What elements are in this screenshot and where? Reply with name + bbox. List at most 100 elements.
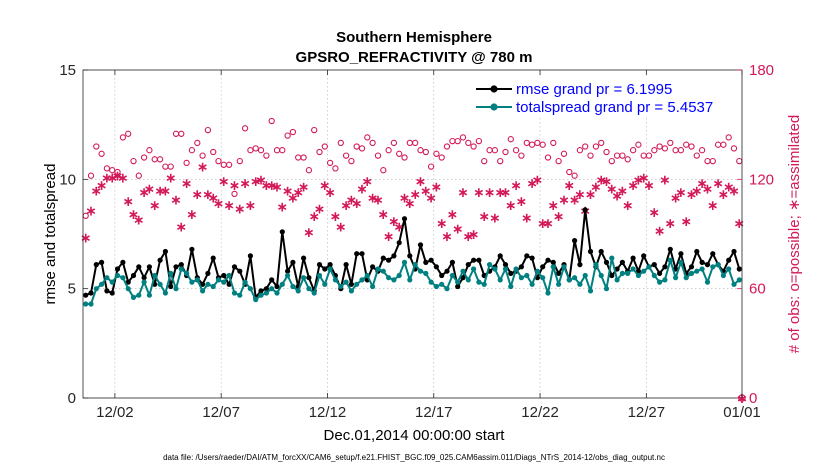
obs-assimilated-point: ∗: [404, 195, 416, 211]
totalspread-point: [93, 286, 99, 292]
obs-assimilated-point: ∗: [292, 184, 304, 200]
rmse-point: [200, 281, 206, 287]
obs-possible-point: [571, 172, 578, 179]
obs-possible-point: [720, 141, 727, 148]
rmse-point: [130, 272, 137, 279]
totalspread-point: [130, 294, 137, 300]
obs-assimilated-point: ∗: [361, 173, 373, 189]
totalspread-point: [99, 281, 105, 287]
rmse-point: [391, 253, 397, 259]
obs-possible-point: [465, 139, 472, 147]
totalspread-point: [242, 279, 248, 285]
totalspread-point: [492, 266, 498, 272]
obs-assimilated-point: ∗: [654, 222, 666, 238]
totalspread-point: [593, 262, 599, 268]
rmse-point: [146, 264, 152, 270]
totalspread-point: [274, 290, 280, 296]
totalspread-point: [439, 281, 445, 287]
obs-possible-point: [263, 152, 270, 159]
obs-possible-point: [178, 130, 185, 137]
totalspread-line: [85, 257, 740, 305]
obs-assimilated-point: ∗: [664, 215, 676, 231]
rmse-point: [290, 259, 296, 265]
obs-assimilated-point: ∗: [409, 186, 421, 202]
totalspread-point: [290, 283, 296, 290]
rmse-point: [343, 262, 349, 268]
obs-possible-point: [725, 134, 732, 141]
obs-assimilated-point: ∗: [680, 213, 692, 229]
rmse-point: [444, 268, 450, 274]
x-axis-label: Dec.01,2014 00:00:00 start: [324, 427, 506, 444]
totalspread-point: [168, 270, 174, 276]
obs-possible-point: [730, 145, 738, 152]
obs-assimilated-point: ∗: [175, 219, 187, 235]
obs-assimilated-point: ∗: [521, 210, 533, 226]
rmse-point: [316, 262, 323, 268]
rmse-point: [657, 270, 663, 276]
obs-possible-point: [624, 156, 631, 163]
obs-assimilated-point: ∗: [606, 180, 618, 196]
obs-assimilated-point: ∗: [627, 177, 639, 193]
obs-assimilated-point: ∗: [489, 210, 501, 226]
totalspread-point: [598, 272, 604, 279]
obs-possible-point: [576, 147, 584, 154]
obs-possible-point: [93, 143, 100, 150]
y-axis-label-left: rmse and totalspread: [42, 164, 59, 305]
totalspread-point: [375, 266, 381, 272]
obs-possible-point: [194, 139, 201, 147]
totalspread-point: [710, 264, 716, 270]
obs-possible-point: [481, 157, 488, 165]
rmse-point: [327, 262, 333, 268]
obs-possible-point: [443, 143, 451, 150]
rmse-point: [694, 248, 700, 255]
totalspread-point: [534, 268, 541, 274]
totalspread-point: [582, 272, 588, 279]
legend-label-rmse: rmse grand pr = 6.1995: [516, 81, 672, 98]
obs-possible-point: [87, 172, 95, 179]
obs-assimilated-point: ∗: [494, 184, 506, 200]
x-tick-label: 12/12: [309, 404, 347, 421]
x-tick-label: 12/02: [96, 404, 134, 421]
rmse-point: [502, 262, 509, 268]
obs-assimilated-point: ∗: [702, 180, 714, 196]
rmse-point: [348, 281, 354, 287]
obs-possible-point: [507, 136, 514, 143]
y-tick-label-left: 5: [68, 281, 76, 298]
totalspread-point: [279, 281, 285, 287]
obs-possible-point: [236, 157, 243, 165]
totalspread-point: [481, 281, 487, 287]
obs-possible-point: [279, 147, 286, 154]
totalspread-point: [184, 270, 190, 276]
rmse-point: [736, 266, 742, 272]
rmse-point: [401, 216, 408, 222]
rmse-point: [524, 253, 530, 259]
obs-assimilated-point: ∗: [590, 179, 602, 195]
obs-possible-point: [528, 141, 536, 148]
x-tick-label: 12/27: [628, 404, 666, 421]
rmse-point: [168, 283, 174, 290]
obs-possible-point: [188, 147, 196, 154]
obs-possible-point: [635, 141, 642, 148]
totalspread-point: [205, 281, 211, 287]
obs-assimilated-point: ∗: [90, 182, 102, 198]
obs-assimilated-point: ∗: [574, 186, 586, 202]
totalspread-point: [104, 275, 110, 281]
obs-assimilated-point: ∗: [462, 228, 474, 244]
y-tick-label-left: 0: [68, 390, 76, 407]
legend: rmse grand pr = 6.1995 totalspread grand…: [470, 78, 736, 118]
rmse-point: [529, 255, 535, 261]
totalspread-point: [423, 270, 429, 276]
obs-possible-point: [709, 157, 716, 165]
obs-possible-point: [98, 150, 105, 157]
rmse-point: [109, 290, 115, 296]
obs-assimilated-point: ∗: [197, 159, 209, 175]
rmse-point: [678, 251, 684, 257]
legend-marker-rmse: [490, 85, 498, 93]
totalspread-point: [449, 272, 455, 279]
totalspread-point: [641, 268, 647, 274]
totalspread-point: [343, 279, 349, 285]
totalspread-point: [572, 275, 578, 281]
obs-possible-point: [427, 163, 435, 170]
rmse-point: [726, 257, 732, 263]
